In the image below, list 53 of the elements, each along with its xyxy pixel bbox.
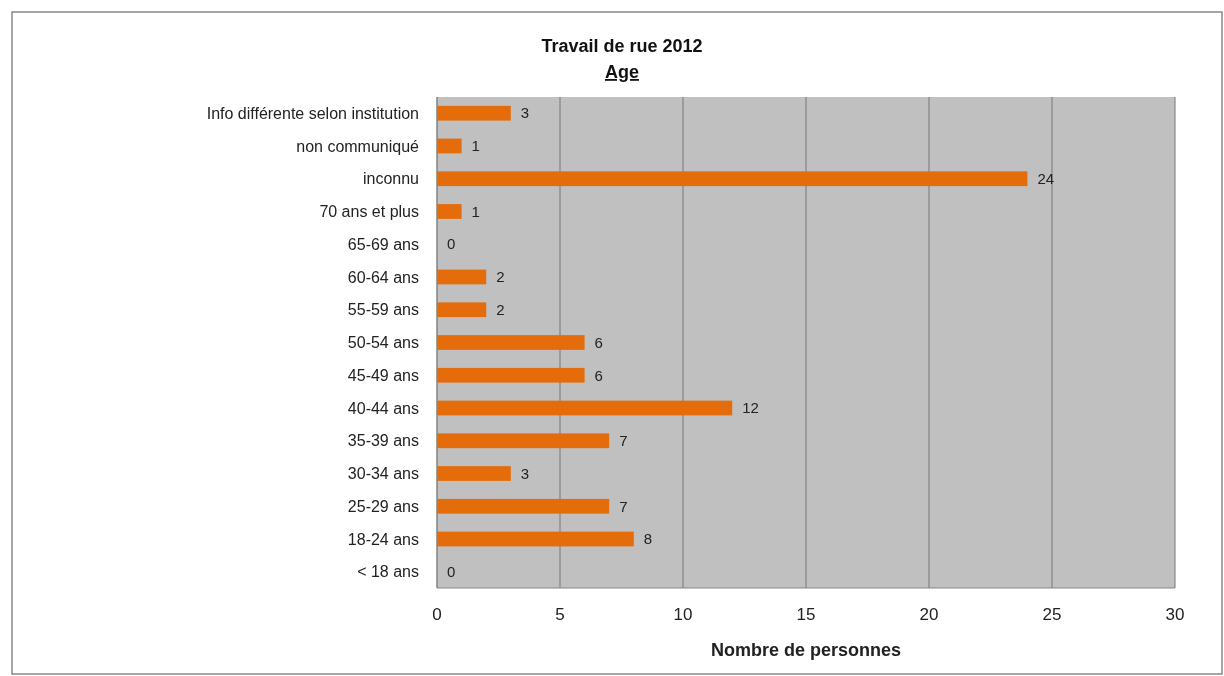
bar (437, 335, 585, 350)
data-label: 8 (643, 530, 653, 548)
data-label: 6 (594, 366, 603, 384)
bar (437, 367, 585, 383)
data-label: 24 (1037, 169, 1055, 187)
x-tick-label: 30 (1165, 605, 1185, 624)
x-axis-title: Nombre de personnes (710, 640, 902, 660)
y-tick-label: 30-34 ans (347, 465, 419, 483)
bar (437, 302, 487, 318)
bar (437, 171, 1028, 187)
y-tick-label: 50-54 ans (347, 334, 419, 352)
bar (437, 466, 511, 481)
bar (437, 531, 634, 547)
bar (437, 138, 462, 154)
data-label: 12 (742, 399, 759, 417)
y-tick-label: non communiqué (296, 137, 420, 155)
y-tick-label: < 18 ans (357, 563, 419, 581)
data-label: 2 (496, 300, 505, 318)
bar (437, 204, 462, 219)
chart-subtitle: Age (604, 62, 640, 82)
x-tick-label: 0 (432, 605, 442, 624)
data-label: 3 (520, 104, 530, 122)
data-label: 6 (594, 333, 603, 351)
y-tick-label: 25-29 ans (347, 497, 419, 515)
y-tick-label: 55-59 ans (347, 301, 419, 319)
y-tick-label: 40-44 ans (347, 399, 419, 417)
x-tick-label: 5 (555, 605, 565, 624)
y-tick-label: Info différente selon institution (206, 104, 419, 122)
data-label: 7 (619, 432, 628, 450)
y-tick-label: 18-24 ans (347, 530, 419, 548)
bar (437, 400, 733, 416)
y-tick-label: 35-39 ans (347, 432, 419, 450)
y-tick-label: inconnu (362, 170, 419, 188)
data-label: 1 (471, 137, 480, 155)
chart-title: Travail de rue 2012 (541, 36, 703, 56)
data-label: 0 (447, 235, 456, 253)
data-label: 3 (520, 464, 530, 482)
bar (437, 433, 610, 449)
x-tick-label: 15 (796, 605, 816, 624)
x-tick-label: 10 (673, 605, 693, 624)
y-tick-label: 60-64 ans (347, 268, 419, 286)
y-tick-label: 45-49 ans (347, 366, 419, 384)
y-tick-label: 70 ans et plus (319, 203, 419, 221)
bar (437, 269, 487, 285)
x-tick-label: 20 (919, 605, 939, 624)
data-label: 7 (619, 497, 628, 515)
data-label: 2 (496, 268, 505, 286)
y-tick-label: 65-69 ans (347, 235, 419, 253)
bar (437, 498, 610, 514)
data-label: 0 (447, 563, 456, 581)
bar (437, 105, 511, 121)
x-tick-label: 25 (1042, 605, 1062, 624)
data-label: 1 (471, 202, 480, 220)
